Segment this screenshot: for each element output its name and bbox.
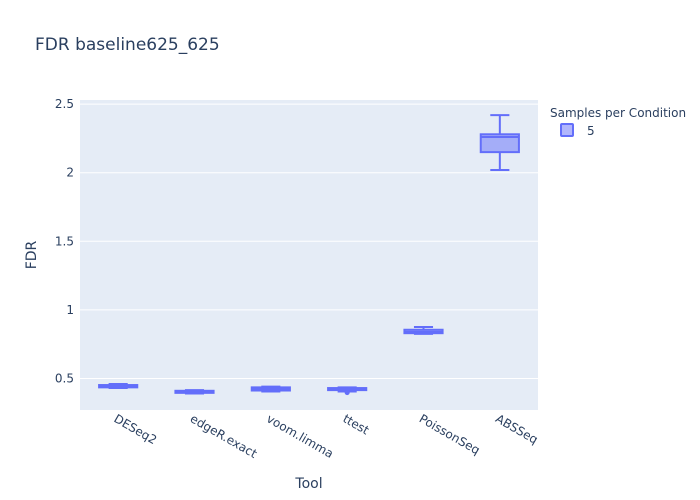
box-edgeR.exact — [174, 389, 215, 395]
gridlines — [80, 103, 538, 379]
y-axis-title: FDR — [24, 240, 40, 269]
iqr-box — [479, 133, 520, 154]
box-ABSSeq — [479, 114, 520, 171]
y-tick-label: 2 — [66, 166, 74, 180]
y-tick-label: 1 — [66, 303, 74, 317]
x-axis-title: Tool — [294, 476, 322, 492]
legend-title: Samples per Condition — [550, 106, 686, 120]
box-series — [98, 114, 520, 396]
y-axis-ticks: 0.5 1 1.5 2 2.5 — [55, 97, 74, 385]
box-PoissonSeq — [403, 326, 444, 335]
y-tick-label: 1.5 — [55, 234, 74, 248]
box-ttest — [327, 386, 368, 396]
plot-area — [80, 100, 538, 410]
y-tick-label: 0.5 — [55, 371, 74, 385]
box-DESeq2 — [98, 382, 139, 390]
chart-title: FDR baseline625_625 — [35, 35, 220, 55]
outlier-point — [344, 390, 350, 396]
legend-item-label[interactable]: 5 — [587, 124, 595, 138]
y-tick-label: 2.5 — [55, 97, 74, 111]
legend[interactable]: Samples per Condition 5 — [550, 106, 686, 138]
box-voom.limma — [250, 385, 291, 393]
legend-swatch[interactable] — [560, 123, 574, 137]
